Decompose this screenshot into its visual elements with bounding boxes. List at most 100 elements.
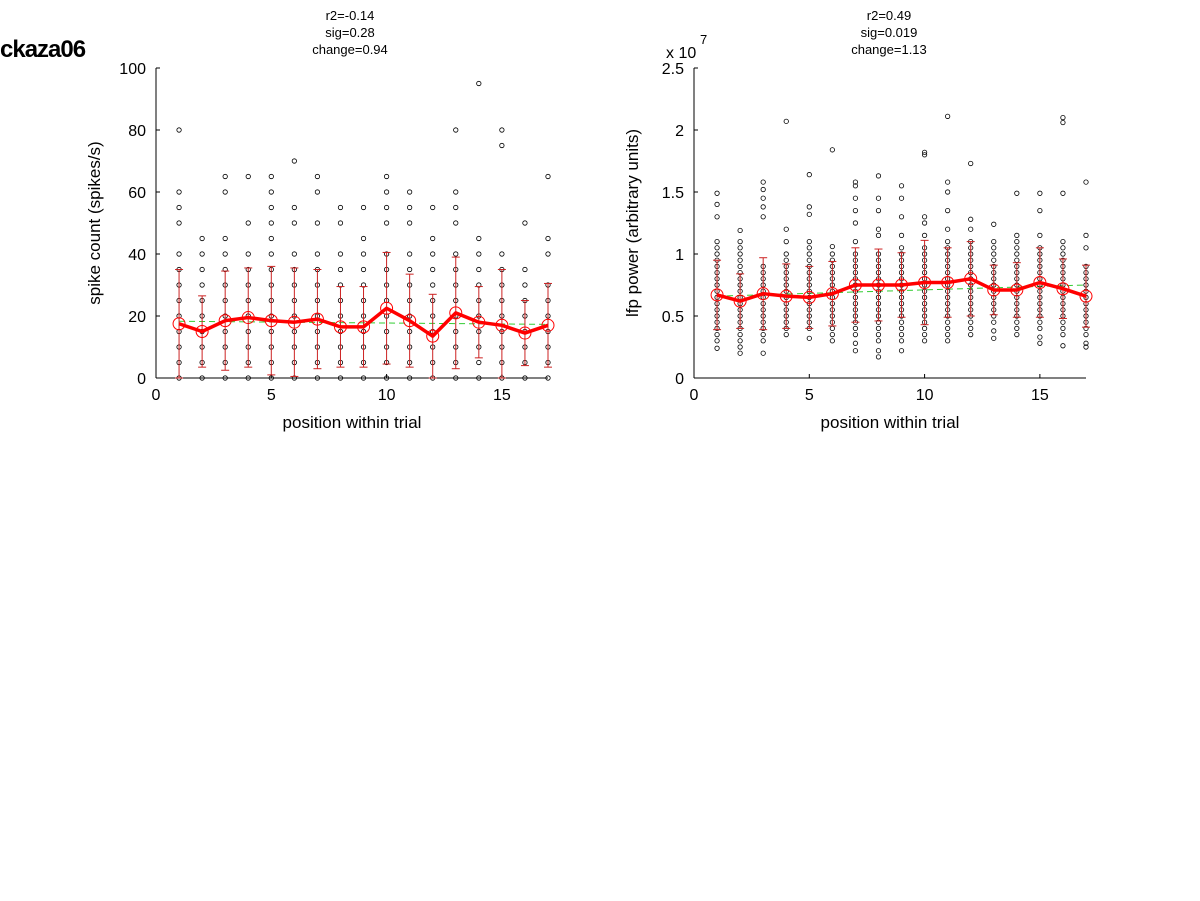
data-point [1083,245,1089,251]
data-point [1060,239,1066,245]
mean-marker [357,320,371,334]
mean-marker [264,314,278,328]
data-point [875,354,882,360]
data-point [806,172,812,178]
data-point [499,251,505,257]
mean-marker [472,315,486,329]
data-point [476,266,482,273]
data-point [407,266,413,273]
data-point [360,204,367,211]
mean-marker [1056,282,1070,296]
data-point [268,375,274,381]
data-point [199,282,205,288]
data-point [945,319,951,325]
data-point [1014,251,1020,257]
data-point [383,173,390,180]
y-tick-label: 40 [128,247,146,264]
data-point [783,251,789,257]
data-point [783,118,789,124]
data-point [760,195,766,201]
mean-marker [426,329,440,343]
y-tick-label: 60 [128,185,146,202]
data-point [737,344,743,350]
data-point [476,80,482,87]
data-point [945,239,951,245]
data-point [268,204,274,211]
data-point [268,251,274,257]
data-point [545,251,551,257]
data-point [1014,319,1020,325]
data-point [991,239,997,245]
data-point [783,257,789,263]
data-point [921,331,928,338]
data-point [476,251,482,257]
data-point [1037,334,1043,340]
mean-marker [895,278,909,292]
data-point [714,214,720,220]
data-point [245,375,251,381]
data-point [829,243,835,250]
data-point [1037,190,1043,196]
data-point [783,239,789,245]
data-point [1014,245,1020,251]
data-point [314,375,321,381]
data-point [407,189,413,195]
data-point [714,251,720,257]
data-point [968,331,974,338]
data-point [1060,251,1066,257]
data-point [314,251,321,257]
data-point [806,204,812,210]
data-point [737,227,743,234]
data-point [806,257,812,263]
data-point [1060,319,1066,325]
data-point [945,338,951,344]
data-point [383,220,390,226]
data-point [875,325,882,331]
x-tick-label: 0 [152,387,161,404]
data-point [1037,208,1043,214]
y-axis-label: spike count (spikes/s) [85,141,104,304]
data-point [245,220,251,226]
data-point [852,183,859,189]
data-point [545,235,551,242]
data-point [852,195,859,201]
mean-marker [380,301,394,315]
mean-marker [710,288,724,302]
data-point [360,375,367,381]
data-point [383,189,390,195]
mean-marker [333,320,347,334]
mean-marker [964,272,978,286]
y-tick-label: 2 [675,123,684,140]
data-point [898,195,905,201]
data-point [875,338,882,344]
y-tick-label: 100 [119,61,146,78]
data-point [829,251,835,257]
x-tick-label: 10 [916,387,934,404]
data-point [852,179,859,185]
data-point [760,214,766,220]
data-point [1083,232,1089,238]
data-point [453,220,459,226]
data-point [852,348,859,354]
y-tick-label: 1 [675,247,684,264]
data-point [337,251,344,257]
data-point [522,266,528,273]
data-point [1014,331,1020,338]
x-tick-label: 5 [267,387,276,404]
data-point [1060,331,1066,338]
mean-marker [871,278,885,292]
data-point [1060,115,1066,121]
data-point [407,251,413,257]
data-point [476,359,482,366]
data-point [760,331,766,338]
data-point [476,375,482,381]
data-point [783,226,789,232]
data-point [499,127,505,133]
data-point [222,189,228,195]
data-point [337,204,344,211]
data-point [737,251,743,257]
data-point [291,220,297,226]
mean-marker [825,287,839,301]
mean-marker [195,325,209,338]
